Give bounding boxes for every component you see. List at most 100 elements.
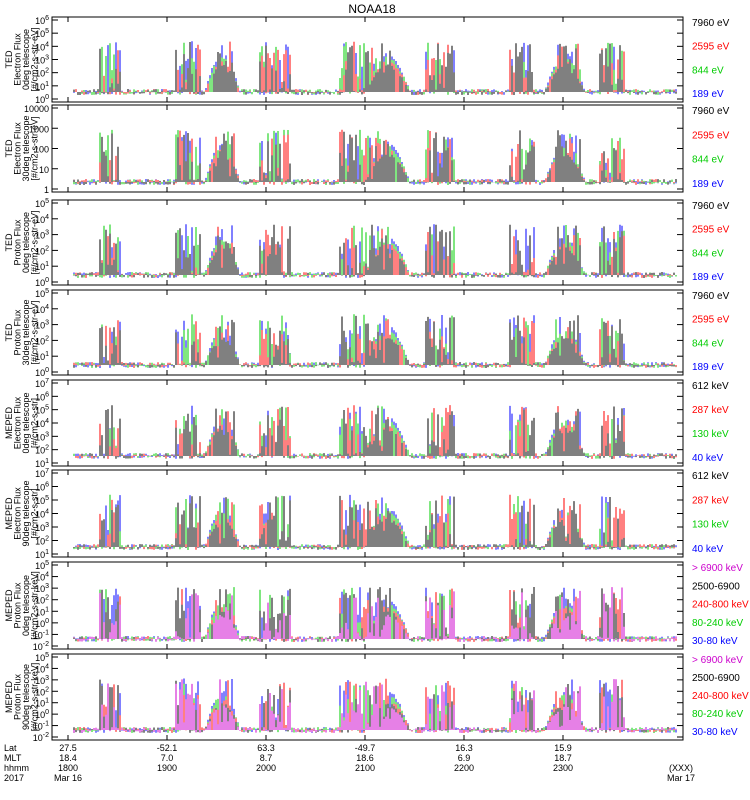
y-tick-label: 101 xyxy=(35,698,49,709)
legend-entry: 189 eV xyxy=(692,362,724,373)
y-tick-label: 102 xyxy=(35,68,49,79)
y-tick-label: 103 xyxy=(35,55,49,66)
y-tick-label: 10-1 xyxy=(33,721,49,732)
y-tick-label: 10 xyxy=(39,165,49,175)
y-tick-label: 103 xyxy=(35,583,49,594)
legend-entry: 130 keV xyxy=(692,429,729,440)
y-tick-label: 100 xyxy=(35,277,49,288)
y-tick-label: 103 xyxy=(35,230,49,241)
y-tick-label: 105 xyxy=(35,652,49,663)
time-axis-value: 2000 xyxy=(256,763,276,773)
legend-entry: 30-80 keV xyxy=(692,727,738,738)
legend-entry: 40 keV xyxy=(692,544,723,555)
y-axis-label-line: [#/cm2-s-str-keV] xyxy=(30,663,40,732)
y-tick-label: 105 xyxy=(35,28,49,39)
y-tick-label: 103 xyxy=(35,675,49,686)
legend-entry: > 6900 keV xyxy=(692,655,743,666)
panel-traces xyxy=(73,494,677,550)
time-axis-start-date: Mar 16 xyxy=(54,773,82,783)
legend-entry: 287 keV xyxy=(692,495,729,506)
panel-frame xyxy=(51,561,684,650)
legend-entry: 30-80 keV xyxy=(692,636,738,647)
y-tick-label: 103 xyxy=(35,320,49,331)
y-axis-label-line: [#/cm2-s-str] xyxy=(30,398,40,448)
y-axis-label-line: MEPED xyxy=(4,589,14,622)
flux-trace-series-4 xyxy=(73,495,675,550)
legend-entry: 80-240 keV xyxy=(692,709,743,720)
legend-entry: 612 keV xyxy=(692,471,729,482)
flux-trace-series-5 xyxy=(75,587,677,642)
y-axis-label-line: [#/cm2-s-str-eV] xyxy=(30,27,40,91)
flux-trace-series-3 xyxy=(73,41,677,95)
flux-trace-series-2 xyxy=(73,42,677,95)
y-axis-label-line: 30deg telescope xyxy=(21,115,31,181)
legend-entry: 2500-6900 xyxy=(692,673,740,684)
time-axis-row-name: Lat xyxy=(4,743,17,753)
y-tick-label: 104 xyxy=(35,304,49,315)
y-tick-label: 106 xyxy=(35,391,49,402)
y-tick-label: 101 xyxy=(35,81,49,92)
y-axis-label-line: 90deg telescope xyxy=(21,480,31,546)
y-axis-label-line: MEPED xyxy=(4,681,14,714)
y-axis-label-line: Proton Flux xyxy=(13,309,23,356)
y-tick-label: 101 xyxy=(35,351,49,362)
flux-trace-series-1 xyxy=(73,224,677,278)
flux-trace-series-1 xyxy=(73,587,677,642)
panel-traces xyxy=(73,678,677,733)
legend-entry: 7960 eV xyxy=(692,201,730,212)
y-tick-label: 100 xyxy=(35,94,49,105)
flux-trace-series-3 xyxy=(73,129,677,185)
y-tick-label: 102 xyxy=(35,245,49,256)
y-tick-label: 105 xyxy=(35,198,49,209)
flux-trace-series-1 xyxy=(73,494,677,550)
y-tick-label: 104 xyxy=(35,663,49,674)
y-axis-label-line: TED xyxy=(4,139,14,158)
y-tick-label: 102 xyxy=(35,445,49,456)
legend-entry: 287 keV xyxy=(692,405,729,416)
flux-trace-series-2 xyxy=(73,587,677,642)
y-tick-label: 105 xyxy=(35,560,49,571)
time-axis-value: 16.3 xyxy=(455,743,473,753)
time-axis-value: -52.1 xyxy=(157,743,178,753)
y-tick-label: 103 xyxy=(35,431,49,442)
legend-entry: 40 keV xyxy=(692,453,723,464)
y-tick-label: 105 xyxy=(35,405,49,416)
y-axis-label-line: 0deg telescope xyxy=(21,575,31,636)
y-tick-label: 104 xyxy=(35,572,49,583)
time-axis-year: 2017 xyxy=(4,773,24,783)
flux-trace-series-2 xyxy=(73,494,677,550)
y-tick-label: 10-2 xyxy=(33,641,49,652)
y-tick-label: 104 xyxy=(35,418,49,429)
y-tick-label: 104 xyxy=(35,41,49,52)
flux-trace-series-4 xyxy=(73,130,677,185)
flux-trace-series-2 xyxy=(73,224,677,278)
legend-entry: 612 keV xyxy=(692,381,729,392)
y-tick-label: 102 xyxy=(35,686,49,697)
y-axis-label-line: TED xyxy=(4,233,14,252)
flux-trace-series-1 xyxy=(73,41,677,95)
legend-entry: 7960 eV xyxy=(692,291,730,302)
legend-entry: 7960 eV xyxy=(692,18,730,29)
y-axis-label-line: Electron Flux xyxy=(13,487,23,540)
legend-entry: 189 eV xyxy=(692,179,724,190)
y-tick-label: 101 xyxy=(35,261,49,272)
y-tick-label: 106 xyxy=(35,482,49,493)
flux-trace-series-4 xyxy=(73,224,675,278)
legend-entry: 7960 eV xyxy=(692,106,730,117)
y-axis-label-line: [#/cm2-s-str-eV] xyxy=(30,116,40,180)
y-axis-label-line: [#/cm2-s-str-eV] xyxy=(30,300,40,364)
y-tick-label: 100 xyxy=(35,709,49,720)
time-axis-value: 1900 xyxy=(157,763,177,773)
flux-trace-series-1 xyxy=(73,678,677,733)
time-axis-value: 18.7 xyxy=(554,753,572,763)
time-axis-value: 27.5 xyxy=(59,743,77,753)
time-axis-value: 15.9 xyxy=(554,743,572,753)
panel-traces xyxy=(73,129,677,185)
